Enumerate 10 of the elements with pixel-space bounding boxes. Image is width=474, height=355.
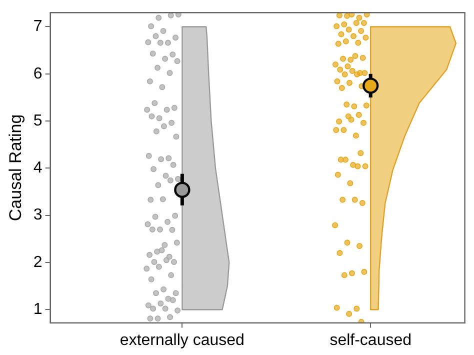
y-tick-label: 5 <box>33 112 42 130</box>
y-tick-label: 1 <box>33 301 42 318</box>
y-tick-label: 6 <box>33 65 42 82</box>
y-axis-title: Causal Rating <box>6 114 25 222</box>
y-tick-label: 4 <box>33 160 42 177</box>
y-tick-label: 7 <box>33 18 42 36</box>
y-tick-label: 2 <box>33 254 42 271</box>
x-tick-label: self-caused <box>330 332 412 349</box>
y-tick-label: 3 <box>33 206 42 224</box>
x-tick-label: externally caused <box>120 332 244 349</box>
